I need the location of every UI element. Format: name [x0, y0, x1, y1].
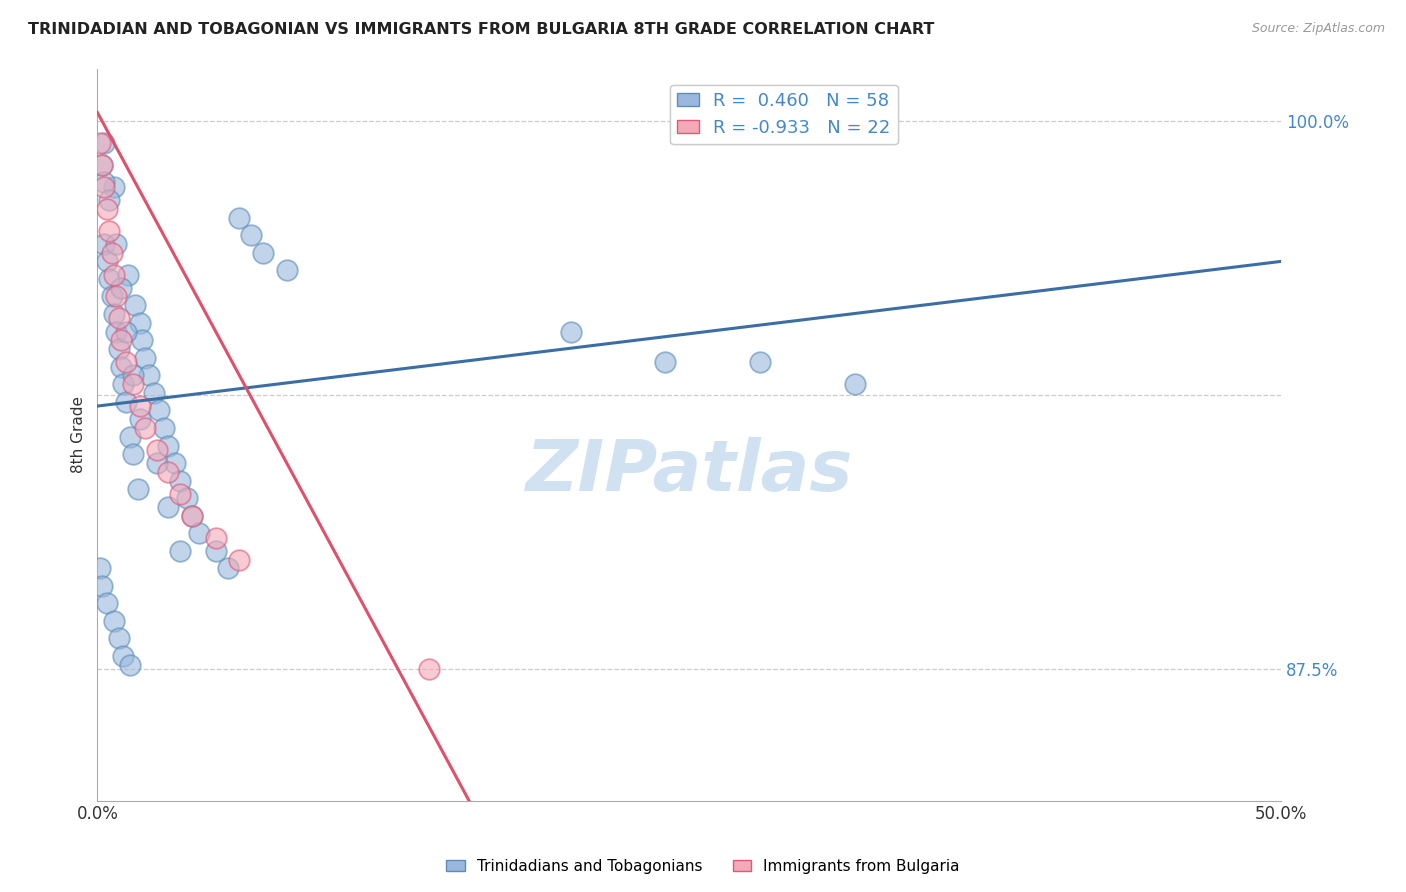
Point — [157, 500, 180, 514]
Point — [117, 268, 139, 282]
Point — [93, 136, 115, 150]
Text: TRINIDADIAN AND TOBAGONIAN VS IMMIGRANTS FROM BULGARIA 8TH GRADE CORRELATION CHA: TRINIDADIAN AND TOBAGONIAN VS IMMIGRANTS… — [28, 22, 935, 37]
Point — [124, 298, 146, 312]
Point — [93, 236, 115, 251]
Point — [114, 394, 136, 409]
Point — [103, 268, 125, 282]
Point — [100, 289, 122, 303]
Point — [110, 334, 132, 348]
Point — [217, 561, 239, 575]
Point — [127, 483, 149, 497]
Point — [96, 254, 118, 268]
Point — [107, 342, 129, 356]
Point — [98, 224, 121, 238]
Point — [240, 228, 263, 243]
Text: ZIPatlas: ZIPatlas — [526, 437, 853, 506]
Point — [129, 316, 152, 330]
Point — [204, 531, 226, 545]
Point — [98, 193, 121, 207]
Point — [107, 632, 129, 646]
Point — [129, 399, 152, 413]
Point — [114, 325, 136, 339]
Point — [152, 421, 174, 435]
Point — [176, 491, 198, 505]
Point — [121, 368, 143, 383]
Point — [169, 543, 191, 558]
Point — [121, 447, 143, 461]
Point — [103, 180, 125, 194]
Point — [418, 662, 440, 676]
Point — [91, 158, 114, 172]
Point — [91, 579, 114, 593]
Point — [89, 136, 111, 150]
Point — [131, 334, 153, 348]
Point — [169, 474, 191, 488]
Point — [145, 442, 167, 457]
Text: Source: ZipAtlas.com: Source: ZipAtlas.com — [1251, 22, 1385, 36]
Point — [96, 596, 118, 610]
Point — [105, 236, 128, 251]
Point — [654, 355, 676, 369]
Point — [188, 526, 211, 541]
Point — [181, 508, 204, 523]
Point — [93, 180, 115, 194]
Point — [120, 657, 142, 672]
Point — [148, 403, 170, 417]
Point — [103, 614, 125, 628]
Point — [157, 465, 180, 479]
Point — [100, 245, 122, 260]
Point — [91, 158, 114, 172]
Point — [844, 377, 866, 392]
Point — [143, 385, 166, 400]
Point — [228, 211, 250, 225]
Point — [105, 325, 128, 339]
Point — [112, 648, 135, 663]
Point — [138, 368, 160, 383]
Point — [110, 359, 132, 374]
Legend: Trinidadians and Tobagonians, Immigrants from Bulgaria: Trinidadians and Tobagonians, Immigrants… — [440, 853, 966, 880]
Point — [114, 355, 136, 369]
Point — [112, 377, 135, 392]
Point — [134, 421, 156, 435]
Point — [107, 311, 129, 326]
Point — [98, 272, 121, 286]
Y-axis label: 8th Grade: 8th Grade — [72, 396, 86, 473]
Point — [157, 438, 180, 452]
Point — [252, 245, 274, 260]
Point — [120, 430, 142, 444]
Point — [276, 263, 298, 277]
Point — [749, 355, 772, 369]
Point — [169, 487, 191, 501]
Point — [93, 176, 115, 190]
Point — [121, 377, 143, 392]
Point — [145, 456, 167, 470]
Point — [129, 412, 152, 426]
Point — [560, 325, 582, 339]
Point — [204, 543, 226, 558]
Point — [165, 456, 187, 470]
Point — [89, 561, 111, 575]
Point — [134, 351, 156, 365]
Point — [103, 307, 125, 321]
Point — [181, 508, 204, 523]
Point — [96, 202, 118, 216]
Point — [228, 552, 250, 566]
Point — [105, 289, 128, 303]
Point — [110, 281, 132, 295]
Legend: R =  0.460   N = 58, R = -0.933   N = 22: R = 0.460 N = 58, R = -0.933 N = 22 — [669, 85, 898, 145]
